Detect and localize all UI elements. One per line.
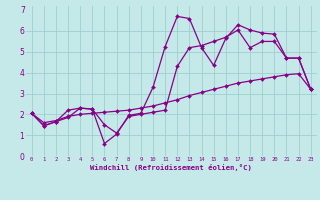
X-axis label: Windchill (Refroidissement éolien,°C): Windchill (Refroidissement éolien,°C)	[90, 164, 252, 171]
Text: 7: 7	[21, 6, 26, 15]
